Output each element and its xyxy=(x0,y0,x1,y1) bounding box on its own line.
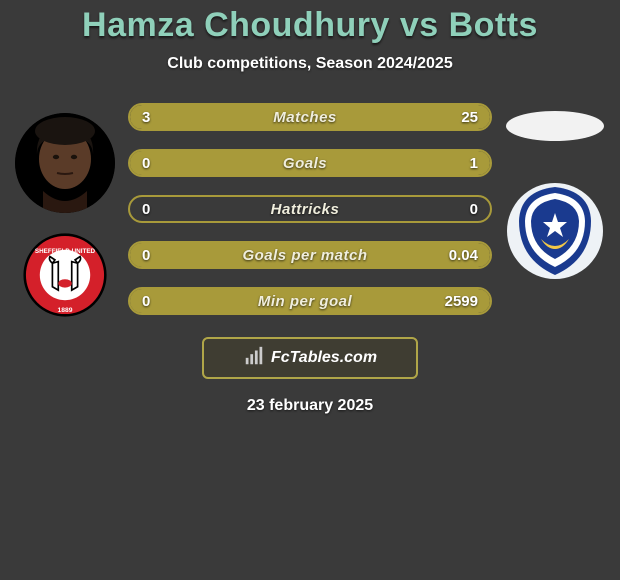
source-label: FcTables.com xyxy=(271,349,377,367)
bar-label: Goals xyxy=(180,155,430,172)
bar-value-left: 0 xyxy=(130,293,180,310)
svg-text:1889: 1889 xyxy=(58,307,73,314)
page-title: Hamza Choudhury vs Botts xyxy=(0,6,620,45)
player-left-avatar xyxy=(15,113,115,213)
bar-value-right: 1 xyxy=(430,155,490,172)
comparison-row: 0Goals per match0.04 xyxy=(128,241,492,269)
bar-value-right: 25 xyxy=(430,109,490,126)
bar-value-left: 0 xyxy=(130,155,180,172)
source-badge: FcTables.com xyxy=(202,337,418,379)
player-right-avatar xyxy=(506,111,604,141)
chart-container: Hamza Choudhury vs Botts Club competitio… xyxy=(0,0,620,415)
comparison-row: 3Matches25 xyxy=(128,103,492,131)
bar-value-right: 0.04 xyxy=(430,247,490,264)
footer-date: 23 february 2025 xyxy=(0,397,620,415)
player-right-column xyxy=(500,103,610,281)
bar-label: Matches xyxy=(180,109,430,126)
comparison-content: SHEFFIELD UNITED 1889 3Matches250Goals10… xyxy=(0,103,620,317)
bar-value-left: 3 xyxy=(130,109,180,126)
comparison-row: 0Goals1 xyxy=(128,149,492,177)
svg-text:SHEFFIELD UNITED: SHEFFIELD UNITED xyxy=(35,248,96,255)
bar-label: Hattricks xyxy=(180,201,430,218)
bar-value-right: 0 xyxy=(430,201,490,218)
page-subtitle: Club competitions, Season 2024/2025 xyxy=(0,55,620,73)
bar-value-right: 2599 xyxy=(430,293,490,310)
comparison-row: 0Min per goal2599 xyxy=(128,287,492,315)
player-left-column: SHEFFIELD UNITED 1889 xyxy=(10,103,120,317)
comparison-row: 0Hattricks0 xyxy=(128,195,492,223)
comparison-bars: 3Matches250Goals10Hattricks00Goals per m… xyxy=(120,103,500,315)
bar-label: Goals per match xyxy=(180,247,430,264)
club-badge-left: SHEFFIELD UNITED 1889 xyxy=(23,233,107,317)
bar-value-left: 0 xyxy=(130,247,180,264)
club-badge-right xyxy=(505,181,605,281)
bar-value-left: 0 xyxy=(130,201,180,218)
chart-icon xyxy=(243,345,265,372)
bar-label: Min per goal xyxy=(180,293,430,310)
